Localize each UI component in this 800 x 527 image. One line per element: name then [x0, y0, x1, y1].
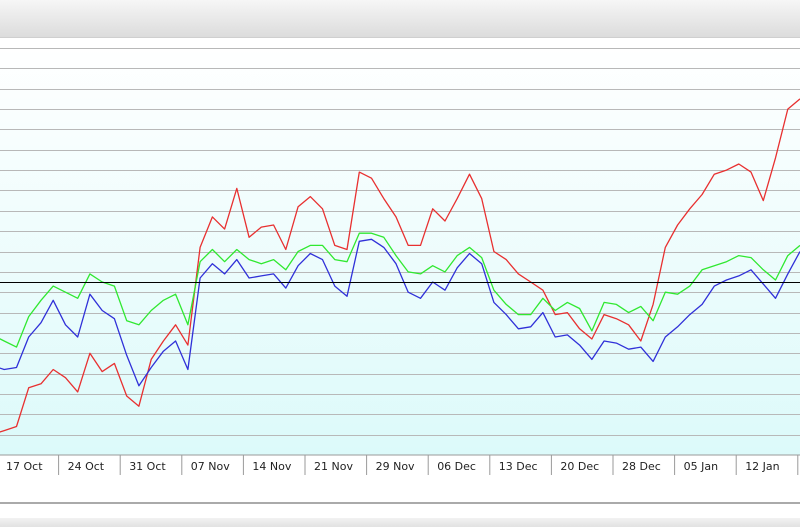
- window-header-bar: [0, 0, 800, 38]
- window-footer-bar: [0, 518, 800, 527]
- x-tick-label: 24 Oct: [68, 460, 105, 473]
- x-tick-label: 05 Jan: [684, 460, 718, 473]
- x-tick-label: 31 Oct: [129, 460, 166, 473]
- series-line-3: [0, 238, 800, 387]
- x-axis-tick-labels: 17 Oct 24 Oct 31 Oct 07 Nov 14 Nov 21 Nov 29 N…: [6, 460, 780, 473]
- x-tick-label: 13 Dec: [499, 460, 538, 473]
- x-tick-label: 07 Nov: [191, 460, 230, 473]
- x-tick-label: 12 Jan: [745, 460, 779, 473]
- x-tick-label: 21 Nov: [314, 460, 353, 473]
- x-tick-label: 29 Nov: [376, 460, 415, 473]
- data-series: [0, 98, 800, 433]
- x-tick-label: 06 Dec: [437, 460, 476, 473]
- plot-area: [0, 48, 800, 455]
- series-line-1: [0, 98, 800, 433]
- x-tick-label: 28 Dec: [622, 460, 661, 473]
- x-tick-label: 17 Oct: [6, 460, 43, 473]
- series-line-2: [0, 232, 800, 348]
- x-tick-label: 14 Nov: [252, 460, 291, 473]
- x-axis-ticks: [58, 455, 799, 475]
- grid-lines: [0, 48, 800, 436]
- x-tick-label: 20 Dec: [560, 460, 599, 473]
